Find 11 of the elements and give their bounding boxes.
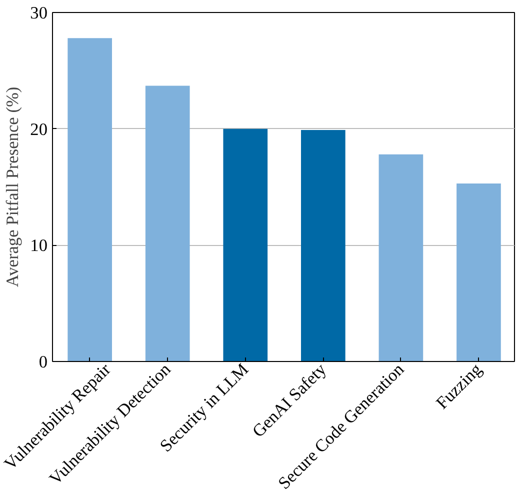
bar (301, 130, 346, 362)
bar (68, 38, 112, 362)
y-tick-label: 20 (30, 120, 48, 139)
y-tick-label: 30 (30, 4, 48, 22)
y-tick-label: 10 (30, 236, 48, 256)
bar (145, 86, 190, 362)
bar (378, 154, 424, 362)
y-tick-label: 0 (38, 352, 48, 372)
bar (456, 184, 501, 362)
bar (223, 128, 268, 362)
y-axis-title: Average Pitfall Presence (%) (3, 86, 22, 288)
